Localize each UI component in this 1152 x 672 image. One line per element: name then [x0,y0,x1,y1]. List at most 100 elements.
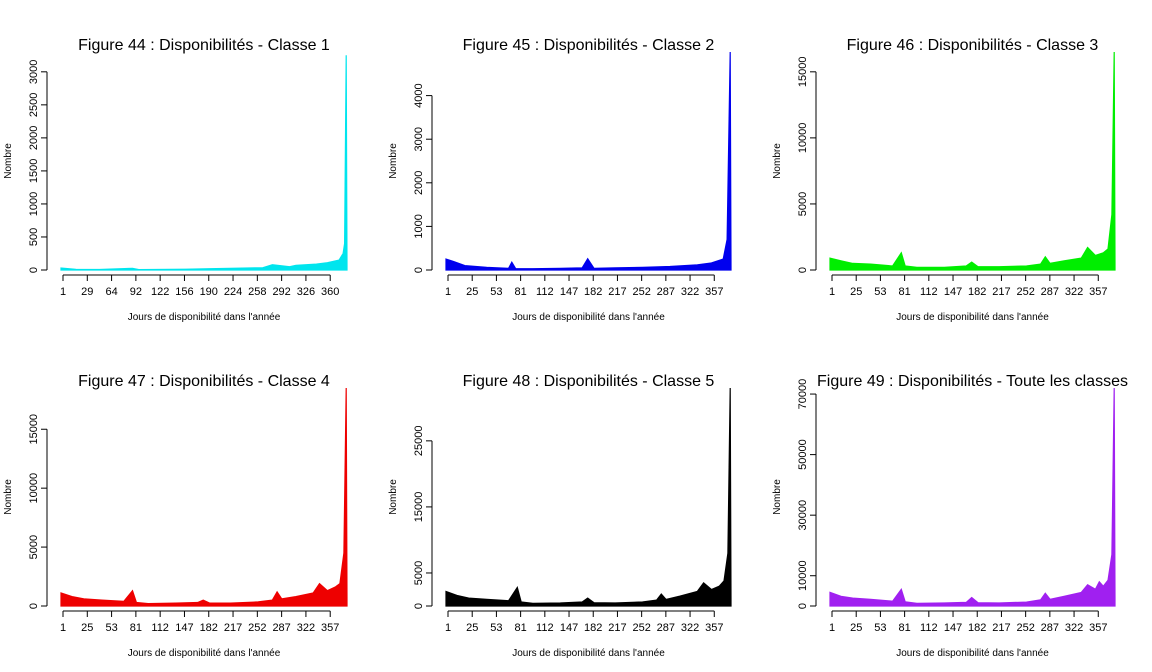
chart-title: Figure 49 : Disponibilités - Toute les c… [817,373,1128,390]
x-tick-label: 322 [297,622,315,634]
y-tick-label: 30000 [797,500,809,531]
x-tick-label: 53 [105,622,117,634]
x-tick-label: 1 [445,286,451,298]
y-tick-label: 15000 [413,492,425,523]
x-tick-label: 322 [1065,286,1083,298]
y-tick-label: 10000 [797,560,809,591]
x-axis-label: Jours de disponibilité dans l'année [128,648,281,659]
x-tick-label: 25 [850,286,862,298]
x-tick-label: 322 [681,622,699,634]
x-tick-label: 25 [466,286,478,298]
y-tick-label: 5000 [28,535,40,559]
y-tick-label: 0 [797,603,809,609]
x-tick-label: 217 [992,622,1010,634]
y-tick-label: 500 [28,228,40,246]
y-tick-label: 15000 [28,414,40,445]
chart-title: Figure 46 : Disponibilités - Classe 3 [847,37,1099,54]
y-tick-label: 4000 [413,83,425,107]
y-tick-label: 50000 [797,439,809,470]
y-tick-label: 1500 [28,159,40,183]
x-tick-label: 357 [705,622,723,634]
x-tick-label: 81 [898,622,910,634]
x-tick-label: 357 [321,622,339,634]
x-tick-label: 112 [536,286,554,298]
x-tick-label: 112 [151,622,169,634]
x-tick-label: 252 [1016,286,1034,298]
chart-panel-3: Figure 46 : Disponibilités - Classe 3 0 50… [772,37,1116,323]
x-tick-label: 1 [60,286,66,298]
y-tick-label: 0 [413,603,425,609]
x-tick-label: 64 [105,286,117,298]
y-tick-label: 5000 [413,561,425,585]
series-area [829,51,1116,271]
x-tick-label: 357 [705,286,723,298]
x-tick-label: 326 [297,286,315,298]
x-tick-label: 252 [248,622,266,634]
y-axis-label: Nombre [772,143,783,179]
y-axis-label: Nombre [388,479,399,515]
x-tick-label: 258 [248,286,266,298]
y-axis-label: Nombre [388,143,399,179]
x-axis-label: Jours de disponibilité dans l'année [896,648,1049,659]
x-tick-label: 182 [584,286,602,298]
x-tick-label: 287 [657,622,675,634]
y-tick-label: 1000 [28,192,40,216]
chart-panel-5: Figure 48 : Disponibilités - Classe 5 0 50… [388,373,732,659]
x-tick-label: 182 [584,622,602,634]
y-tick-label: 2000 [28,126,40,150]
y-tick-label: 0 [413,267,425,273]
x-tick-label: 190 [200,286,218,298]
y-axis-label: Nombre [772,479,783,515]
y-tick-label: 0 [28,267,40,273]
x-axis-label: Jours de disponibilité dans l'année [128,312,281,323]
x-tick-label: 1 [829,286,835,298]
y-tick-label: 70000 [797,379,809,410]
y-tick-label: 0 [797,267,809,273]
y-tick-label: 3000 [28,60,40,84]
x-tick-label: 224 [224,286,242,298]
x-tick-label: 25 [850,622,862,634]
x-tick-label: 287 [657,286,675,298]
x-tick-label: 147 [175,622,193,634]
y-tick-label: 2500 [28,93,40,117]
x-tick-label: 182 [968,286,986,298]
x-tick-label: 53 [490,622,502,634]
x-tick-label: 287 [1041,286,1059,298]
y-tick-label: 15000 [797,57,809,88]
x-tick-label: 53 [490,286,502,298]
x-tick-label: 53 [874,622,886,634]
x-tick-label: 122 [151,286,169,298]
chart-title: Figure 44 : Disponibilités - Classe 1 [78,37,330,54]
x-tick-label: 29 [81,286,93,298]
x-tick-label: 25 [466,622,478,634]
x-tick-label: 112 [920,622,938,634]
y-tick-label: 10000 [28,473,40,504]
x-tick-label: 357 [1089,286,1107,298]
x-tick-label: 292 [272,286,290,298]
chart-panel-4: Figure 47 : Disponibilités - Classe 4 0 50… [3,373,348,659]
y-tick-label: 10000 [797,123,809,154]
y-axis-label: Nombre [3,143,14,179]
x-tick-label: 322 [681,286,699,298]
series-area [445,51,732,271]
x-axis-label: Jours de disponibilité dans l'année [512,648,665,659]
x-tick-label: 25 [81,622,93,634]
series-area [60,55,348,271]
x-tick-label: 287 [1041,622,1059,634]
x-tick-label: 147 [560,286,578,298]
x-tick-label: 147 [560,622,578,634]
x-tick-label: 147 [944,622,962,634]
x-tick-label: 287 [272,622,290,634]
x-tick-label: 112 [536,622,554,634]
series-area [60,387,348,607]
x-tick-label: 147 [944,286,962,298]
y-tick-label: 1000 [413,214,425,238]
y-axis-label: Nombre [3,479,14,515]
chart-panel-1: Figure 44 : Disponibilités - Classe 1 0 50… [3,37,348,323]
x-tick-label: 1 [445,622,451,634]
x-tick-label: 81 [514,622,526,634]
x-tick-label: 217 [992,286,1010,298]
chart-title: Figure 48 : Disponibilités - Classe 5 [463,373,715,390]
y-tick-label: 0 [28,603,40,609]
